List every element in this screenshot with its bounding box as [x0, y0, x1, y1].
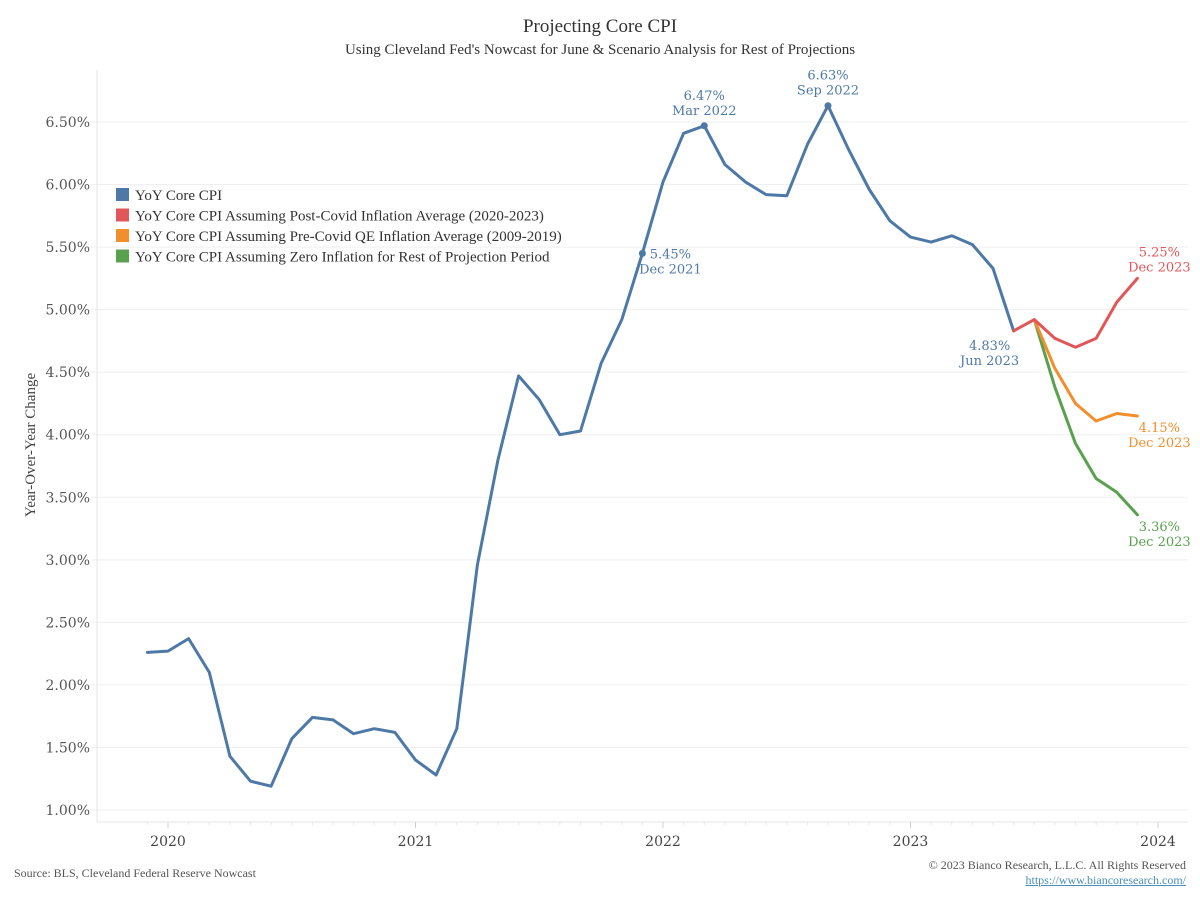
y-tick-label: 2.50%	[46, 615, 90, 631]
legend: YoY Core CPI YoY Core CPI Assuming Post-C…	[116, 188, 562, 266]
legend-swatch	[116, 229, 129, 242]
y-tick-label: 6.50%	[46, 115, 90, 131]
axes: 1.00% 1.50% 2.00% 2.50% 3.00% 3.50% 4.00% 4.50%…	[46, 70, 1188, 850]
website-link[interactable]: https://www.biancoresearch.com/	[1025, 873, 1186, 887]
annotation-date: Dec 2023	[1128, 436, 1191, 451]
y-tick-label: 3.50%	[46, 490, 90, 506]
source-note: Source: BLS, Cleveland Federal Reserve N…	[14, 866, 256, 880]
y-tick-label: 1.50%	[46, 740, 90, 756]
y-tick-label: 6.00%	[46, 178, 90, 194]
annotation-value: 5.25%	[1139, 245, 1180, 260]
y-tick-label: 5.00%	[46, 303, 90, 319]
legend-label: YoY Core CPI	[135, 188, 222, 204]
annotation-date: Mar 2022	[672, 104, 737, 119]
x-tick-label: 2021	[398, 834, 434, 850]
chart-title: Projecting Core CPI	[522, 16, 678, 37]
annotation-value: 4.15%	[1139, 421, 1180, 436]
y-axis-label: Year-Over-Year Change	[23, 373, 39, 518]
annotations: 5.45%Dec 2021 6.47%Mar 2022 6.63%Sep 2022 4…	[638, 69, 1191, 550]
y-tick-label: 2.00%	[46, 678, 90, 694]
chart-subtitle: Using Cleveland Fed's Nowcast for June &…	[344, 42, 856, 58]
annotation-value: 4.83%	[969, 339, 1010, 354]
annotation-date: Jun 2023	[958, 354, 1019, 369]
annotation-date: Sep 2022	[797, 84, 859, 99]
series-lines	[145, 104, 1139, 788]
y-tick-label: 1.00%	[46, 803, 90, 819]
legend-swatch	[116, 188, 129, 201]
annotation-date: Dec 2021	[639, 262, 702, 277]
legend-label: YoY Core CPI Assuming Zero Inflation for…	[135, 250, 550, 266]
x-tick-label: 2022	[645, 834, 681, 850]
annotation-value: 6.47%	[684, 89, 725, 104]
annotation-date: Dec 2023	[1128, 260, 1191, 275]
y-tick-label: 5.50%	[46, 240, 90, 256]
legend-label: YoY Core CPI Assuming Pre-Covid QE Infla…	[135, 229, 562, 245]
annotation-value: 3.36%	[1139, 520, 1180, 535]
annotation-value: 6.63%	[807, 69, 848, 84]
y-tick-label: 4.00%	[46, 428, 90, 444]
annotation-value: 5.45%	[650, 247, 691, 262]
copyright-text: © 2023 Bianco Research, L.L.C. All Right…	[928, 858, 1186, 872]
series-line-1	[1012, 276, 1139, 349]
annotation-marker	[638, 249, 646, 257]
annotation-marker	[824, 102, 832, 110]
annotation-date: Dec 2023	[1128, 535, 1191, 550]
y-tick-label: 3.00%	[46, 553, 90, 569]
x-tick-label: 2020	[150, 834, 186, 850]
gridlines	[91, 121, 1188, 811]
legend-swatch	[116, 208, 129, 222]
legend-label: YoY Core CPI Assuming Post-Covid Inflati…	[135, 209, 544, 225]
series-line-3	[1032, 318, 1139, 517]
series-line-0	[145, 104, 1016, 788]
x-tick-label: 2024	[1140, 834, 1176, 850]
x-tick-label: 2023	[893, 834, 929, 850]
series-line-2	[1032, 318, 1139, 423]
annotation-marker	[700, 122, 708, 130]
y-tick-label: 4.50%	[46, 365, 90, 381]
copyright-block: © 2023 Bianco Research, L.L.C. All Right…	[929, 858, 1186, 888]
legend-swatch	[116, 249, 129, 263]
